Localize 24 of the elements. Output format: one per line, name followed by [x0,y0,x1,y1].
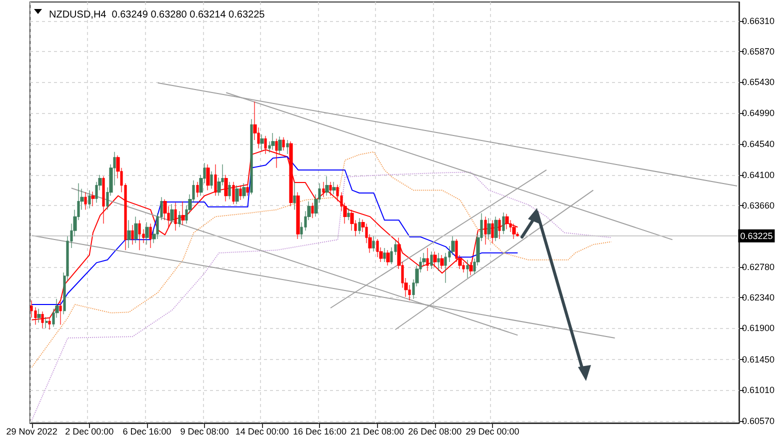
x-tick-label: 29 Nov 2022 [6,426,58,436]
y-tick-label: 0.64540 [742,139,775,150]
y-tick-label: 0.66310 [742,16,775,26]
y-tick-label: 0.61010 [742,385,775,396]
y-tick-label: 0.64990 [742,108,775,118]
x-tick-label: 6 Dec 16:00 [122,426,172,436]
y-tick-label: 0.65430 [742,77,775,88]
ref-line-label: 0.63225 [740,230,773,241]
y-tick-label: 0.65870 [742,46,775,56]
x-tick-label: 9 Dec 08:00 [180,426,229,436]
x-tick-label: 14 Dec 00:00 [235,426,289,436]
x-tick-label: 29 Dec 00:00 [466,426,520,436]
y-tick-label: 0.60570 [742,416,775,426]
y-tick-label: 0.62340 [742,292,775,303]
x-tick-label: 21 Dec 08:00 [350,426,404,436]
x-tick-label: 26 Dec 08:00 [408,426,462,436]
y-tick-label: 0.62780 [742,262,775,272]
x-tick-label: 16 Dec 16:00 [292,426,346,436]
text: NZDUSD,H4 0.63249 0.63280 0.63214 0.63225 [49,10,266,20]
y-tick-label: 0.64100 [742,170,775,180]
y-tick-label: 0.61900 [742,323,775,334]
y-tick-label: 0.63660 [742,200,775,211]
x-tick-label: 2 Dec 00:00 [65,426,114,436]
y-tick-label: 0.61450 [742,354,775,365]
